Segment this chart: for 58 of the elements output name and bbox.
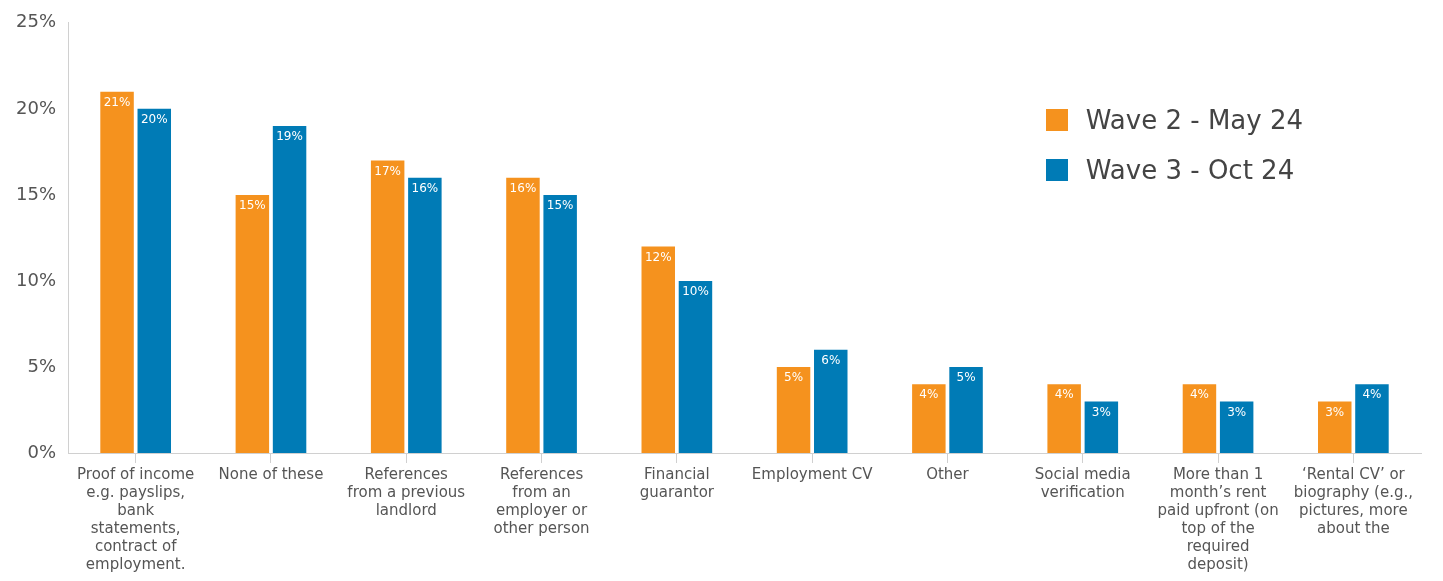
- data-label: 6%: [821, 352, 841, 367]
- bar: [137, 108, 171, 453]
- bar: [641, 246, 675, 453]
- data-label: 5%: [784, 370, 804, 385]
- bar: [100, 91, 134, 453]
- bar: [912, 384, 946, 453]
- bar: [1182, 384, 1217, 453]
- bar: [1355, 384, 1389, 453]
- data-label: 3%: [1091, 404, 1111, 419]
- y-tick-label: 10%: [15, 268, 57, 290]
- bar: [272, 126, 307, 453]
- bar: [814, 349, 848, 453]
- x-tick-label: None of these: [218, 464, 324, 483]
- data-label: 3%: [1227, 404, 1247, 419]
- bar: [1047, 384, 1081, 453]
- data-label: 12%: [644, 249, 672, 264]
- y-tick-label: 5%: [27, 354, 57, 376]
- data-label: 16%: [411, 180, 439, 195]
- bar: [370, 160, 405, 453]
- x-tick-label: More than 1 month’s rent paid upfront (on top of the required deposit): [1157, 464, 1279, 573]
- data-label: 10%: [682, 284, 709, 299]
- x-tick-label: Proof of income e.g. payslips, bank statements, contract of employment.: [77, 464, 195, 573]
- bar: [776, 366, 811, 453]
- bar: [678, 280, 713, 453]
- x-tick-label: Social media verification: [1034, 464, 1131, 501]
- bar: [1219, 401, 1254, 453]
- y-tick-label: 0%: [27, 440, 57, 462]
- bar: [1318, 401, 1352, 453]
- x-tick-label: References from an employer or other person: [493, 464, 590, 537]
- y-tick-label: 25%: [15, 10, 57, 32]
- bar: [408, 177, 442, 453]
- x-tick-label: Financial guarantor: [639, 464, 715, 501]
- data-label: 4%: [919, 387, 939, 402]
- data-label: 4%: [1054, 387, 1074, 402]
- y-tick-label: 15%: [15, 182, 57, 204]
- data-label: 20%: [140, 111, 168, 126]
- x-tick-label: Other: [926, 464, 970, 483]
- data-label: 17%: [374, 163, 401, 178]
- data-label: 4%: [1189, 387, 1209, 402]
- x-tick-label: References from a previous landlord: [347, 464, 466, 519]
- bar: [506, 177, 540, 453]
- data-label: 21%: [103, 94, 131, 109]
- data-label: 19%: [276, 129, 303, 144]
- bar: [949, 366, 983, 453]
- bar: [1084, 401, 1119, 453]
- data-label: 15%: [239, 198, 266, 213]
- bar: [543, 194, 577, 453]
- data-label: 16%: [509, 180, 537, 195]
- data-label: 15%: [546, 198, 574, 213]
- data-label: 5%: [956, 370, 976, 385]
- legend-label: Wave 3 - Oct 24: [1085, 155, 1295, 185]
- data-label: 4%: [1362, 387, 1382, 402]
- y-tick-label: 20%: [15, 96, 57, 118]
- bar: [235, 194, 270, 453]
- x-tick-label: Employment CV: [751, 464, 874, 483]
- legend-label: Wave 2 - May 24: [1085, 105, 1303, 135]
- data-label: 3%: [1325, 404, 1345, 419]
- x-tick-label: ‘Rental CV’ or biography (e.g., pictures, more about the: [1293, 464, 1414, 537]
